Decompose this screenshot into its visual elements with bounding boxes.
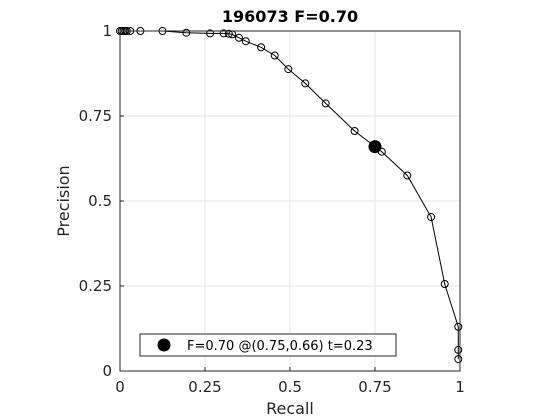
series-point bbox=[403, 171, 412, 180]
best-f-point bbox=[368, 140, 382, 154]
series-point bbox=[241, 37, 250, 46]
series-point bbox=[454, 322, 463, 331]
legend: F=0.70 @(0.75,0.66) t=0.23 bbox=[139, 333, 397, 357]
y-tick-label: 0 bbox=[102, 362, 112, 380]
series-point bbox=[219, 29, 228, 38]
grid-lines bbox=[120, 31, 460, 371]
legend-label: F=0.70 @(0.75,0.66) t=0.23 bbox=[187, 339, 373, 354]
series-point bbox=[454, 345, 463, 354]
series-point bbox=[321, 99, 330, 108]
series-point bbox=[257, 43, 266, 52]
series-point bbox=[182, 28, 191, 37]
x-tick-label: 0 bbox=[115, 378, 125, 396]
y-tick-label: 0.75 bbox=[79, 107, 112, 125]
series-point bbox=[454, 355, 463, 364]
x-tick-label: 0.5 bbox=[278, 378, 302, 396]
series-point bbox=[270, 51, 279, 60]
series-point bbox=[235, 33, 243, 42]
series-point bbox=[206, 29, 215, 38]
series-point bbox=[440, 280, 449, 288]
series-point bbox=[427, 213, 436, 221]
series-point bbox=[284, 65, 293, 74]
x-axis-label: Recall bbox=[266, 399, 314, 418]
y-axis-label: Precision bbox=[54, 165, 73, 236]
series-layer bbox=[116, 27, 463, 364]
y-tick-label: 0.25 bbox=[79, 277, 112, 295]
series-point bbox=[224, 29, 233, 38]
x-tick-label: 1 bbox=[455, 378, 465, 396]
x-tick-label: 0.25 bbox=[188, 378, 221, 396]
chart-title: 196073 F=0.70 bbox=[222, 7, 358, 26]
legend-box bbox=[139, 333, 397, 357]
tick-layer: 0 0.25 0.5 0.75 1 0 0.25 0.5 0.75 1 bbox=[79, 22, 465, 396]
series-line bbox=[120, 30, 459, 360]
series-point bbox=[350, 127, 359, 135]
y-tick-label: 0.5 bbox=[88, 192, 112, 210]
plot-frame bbox=[119, 30, 461, 372]
series-point bbox=[301, 79, 310, 88]
x-tick-label: 0.75 bbox=[358, 378, 391, 396]
y-tick-label: 1 bbox=[102, 22, 112, 40]
legend-marker bbox=[157, 338, 171, 352]
